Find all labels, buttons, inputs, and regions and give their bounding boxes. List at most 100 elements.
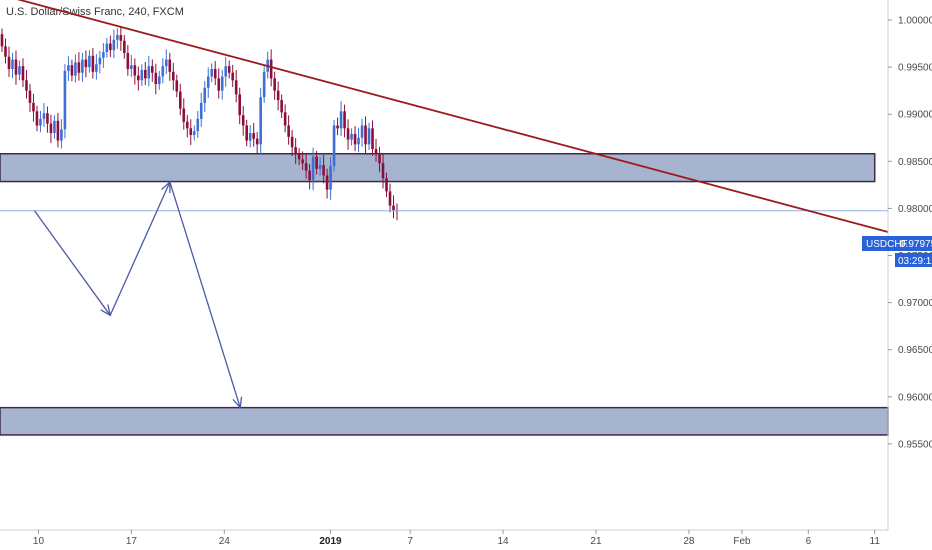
candlestick-series [0,26,399,221]
candle-body [130,65,133,69]
y-tick-label: 0.95500 [898,439,932,450]
candle-body [81,59,84,73]
x-tick-label: Feb [733,536,751,547]
candle-body [161,66,165,77]
candle-body [178,91,182,109]
candle-body [290,136,294,148]
candle-body [119,35,123,41]
candle-body [276,90,280,101]
price-badge-symbol: USDCHF [866,239,908,250]
candle-body [297,153,301,160]
lower-zone [0,406,889,436]
candle-body [175,80,179,92]
candle-body [151,66,154,73]
candle-body [171,71,175,81]
candle-body [343,111,346,129]
candle-body [116,35,119,40]
candle-body [385,178,388,192]
candle-body [112,39,116,51]
upper-zone [0,153,876,183]
candle-body [74,62,77,76]
candle-body [392,205,395,211]
y-tick-label: 1.00000 [898,16,932,27]
candle-body [238,94,241,116]
x-tick-label: 17 [126,536,138,547]
candle-body [42,113,46,119]
candle-body [189,128,193,135]
candle-body [158,76,161,85]
projection-arrow [169,181,241,408]
candle-body [144,69,147,79]
candle-body [371,128,374,150]
candle-body [206,76,210,88]
candle-body [199,102,203,119]
candle-body [164,59,168,67]
candle-body [252,133,255,139]
candle-body [39,118,42,126]
projection-arrow [33,210,111,316]
candle-body [224,66,228,77]
candle-body [367,128,371,145]
candle-body [220,76,224,91]
candle-body [231,72,235,81]
candle-body [311,156,315,181]
candle-body [4,46,7,57]
candle-body [95,64,98,72]
candle-body [339,111,343,129]
candle-body [378,153,381,164]
x-tick-label: 21 [590,536,602,547]
candle-body [84,59,88,68]
candle-body [67,65,70,71]
candle-body [192,131,196,135]
candle-body [88,55,91,68]
candle-body [32,102,35,112]
candle-body [182,108,186,122]
x-tick-label: 14 [498,536,510,547]
candle-body [388,191,392,206]
candle-body [21,66,25,81]
candle-body [269,59,273,79]
candle-body [287,125,290,137]
candle-body [11,59,14,69]
candle-body [210,68,214,77]
y-tick-label: 0.96000 [898,392,932,403]
candle-body [255,138,259,145]
candle-body [273,78,276,91]
support-resistance-zones [0,153,889,436]
chart-title: U.S. Dollar/Swiss Franc, 240, FXCM [6,6,184,18]
y-tick-label: 0.99500 [898,63,932,74]
candle-body [245,125,248,141]
price-badge-bg [862,236,932,251]
y-tick-label: 0.99000 [898,110,932,121]
candle-body [109,43,112,51]
candle-body [0,34,4,47]
candle-body [301,159,304,164]
candle-body [315,156,318,169]
candle-body [18,66,21,75]
descending-trendline [16,0,889,233]
price-badge: USDCHF 0.97975 03:29:12 [862,236,932,267]
candle-body [140,69,144,81]
candle-body [168,59,172,72]
candle-body [234,80,238,95]
candle-body [123,40,126,53]
candle-body [25,80,28,91]
overlay-lines [0,0,889,410]
candle-body [346,128,350,140]
candle-body [137,75,140,81]
candle-body [60,129,63,141]
candle-body [46,113,49,124]
candle-body [329,166,332,190]
candle-body [283,112,287,126]
x-tick-label: 24 [219,536,231,547]
countdown-badge-text: 03:29:12 [898,256,932,267]
candle-body [91,55,95,72]
candle-body [196,118,200,132]
candle-body [7,56,11,69]
candle-body [98,57,102,65]
candle-body [381,163,385,179]
candle-body [77,62,81,73]
candle-body [217,78,221,91]
